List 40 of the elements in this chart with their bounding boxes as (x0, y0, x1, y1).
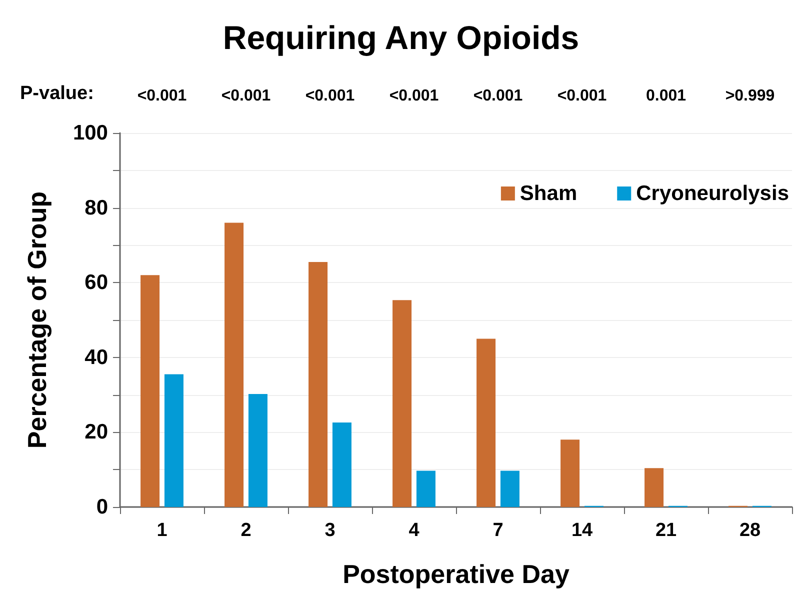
bar (500, 470, 520, 507)
bar (332, 422, 352, 507)
x-tick-label: 4 (408, 520, 420, 541)
x-tick-label: 14 (571, 520, 593, 541)
bar (416, 470, 436, 507)
y-tick-label: 20 (84, 420, 108, 444)
y-tick-label: 40 (84, 346, 108, 369)
x-axis-title: Postoperative Day (342, 559, 570, 589)
legend-label: Sham (520, 182, 578, 205)
text: >0.999 (725, 88, 775, 104)
text: <0.001 (221, 88, 271, 104)
text: <0.001 (305, 88, 355, 104)
bar (476, 338, 496, 507)
bar (392, 300, 412, 507)
x-tick-label: 1 (156, 520, 168, 541)
y-tick-label: 60 (84, 271, 108, 294)
bar (224, 222, 244, 507)
x-tick-label: 21 (655, 520, 677, 541)
text: <0.001 (389, 88, 439, 104)
bar (140, 275, 160, 507)
bar (560, 440, 580, 507)
x-tick-label: 3 (324, 520, 336, 541)
bar (248, 394, 268, 507)
x-tick-label: 7 (492, 520, 504, 541)
text: 0.001 (646, 88, 686, 104)
y-tick-label: 100 (72, 122, 108, 144)
x-tick-label: 28 (739, 520, 761, 541)
text: <0.001 (557, 88, 607, 104)
bar (308, 262, 328, 507)
bar (164, 374, 184, 507)
y-axis-title: Percentage of Group (22, 191, 52, 449)
x-tick-label: 2 (240, 520, 252, 541)
y-tick-label: 0 (96, 496, 108, 518)
text: P-value: (20, 83, 94, 104)
legend-label: Cryoneurolysis (636, 182, 790, 205)
text: <0.001 (473, 88, 523, 104)
chart-title: Requiring Any Opioids (222, 19, 580, 56)
y-tick-label: 80 (84, 196, 108, 220)
text: <0.001 (137, 88, 187, 104)
bar (644, 468, 664, 507)
